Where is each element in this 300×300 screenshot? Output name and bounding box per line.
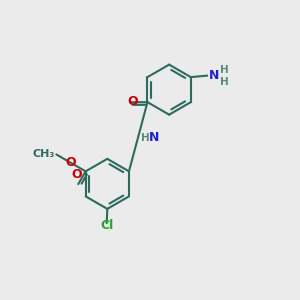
Text: O: O [65,156,76,169]
Text: O: O [71,168,82,181]
Text: CH₃: CH₃ [33,149,55,159]
Text: N: N [149,131,159,144]
Text: H: H [220,65,229,75]
Text: N: N [209,69,219,82]
Text: Cl: Cl [100,219,113,232]
Text: H: H [141,133,150,143]
Text: O: O [128,95,138,108]
Text: H: H [220,76,229,86]
